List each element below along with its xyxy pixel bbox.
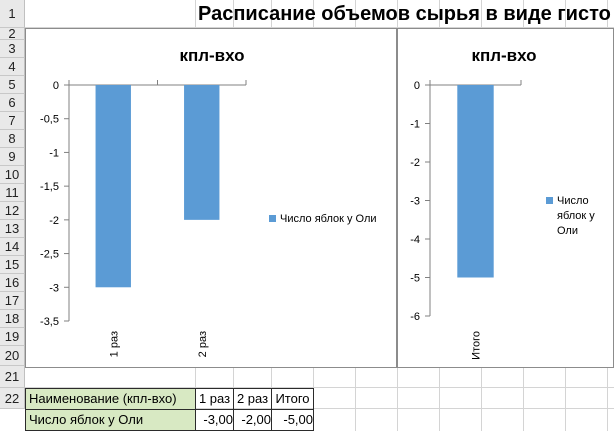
table-border-d2 [271, 409, 314, 431]
table-border-c2 [233, 409, 272, 431]
row-header-20[interactable]: 20 [0, 346, 25, 366]
row-header-10[interactable]: 10 [0, 166, 25, 184]
table-border-b1 [195, 388, 234, 410]
table-cell-1[interactable]: -3,00 [203, 412, 233, 427]
y-tick-label: -1 [410, 119, 420, 131]
table-cell-total[interactable]: -5,00 [283, 412, 313, 427]
y-tick-label: -3,5 [40, 316, 59, 328]
y-tick-label: -5 [410, 273, 420, 285]
y-tick-label: 0 [53, 80, 59, 92]
row-header-21[interactable]: 21 [0, 366, 25, 388]
bar [457, 85, 494, 278]
header-name-text: Наименование (кпл-вхо) [29, 391, 177, 406]
bar [184, 85, 220, 220]
legend-swatch [546, 197, 553, 204]
y-tick-label: -6 [410, 311, 420, 323]
row-header-12[interactable]: 12 [0, 202, 25, 220]
y-tick-label: -1,5 [40, 181, 59, 193]
y-tick-label: -2,5 [40, 249, 59, 261]
table-border-a2 [25, 409, 196, 431]
row-header-8[interactable]: 8 [0, 130, 25, 148]
x-category-label: 2 раз [197, 331, 209, 357]
row-header-4[interactable]: 4 [0, 58, 25, 76]
x-category-label: Итого [471, 331, 483, 360]
y-tick-label: 0 [414, 80, 420, 92]
y-tick-label: -1 [49, 147, 59, 159]
table-border-d1 [271, 388, 314, 410]
row-header-19[interactable]: 19 [0, 328, 25, 346]
table-header-total[interactable]: Итого [275, 391, 310, 406]
row-header-11[interactable]: 11 [0, 184, 25, 202]
y-tick-label: -2 [410, 157, 420, 169]
y-tick-label: -2 [49, 215, 59, 227]
table-border-c1 [233, 388, 272, 410]
chart-title: кпл-вхо [471, 46, 536, 65]
chart-left[interactable]: кпл-вхо 0 -0,5 -1 -1,5 -2 -2,5 -3 -3,5 1 раз 2 раз… [25, 28, 397, 368]
chart-svg: кпл-вхо 0 -1 -2 -3 -4 -5 -6 Итого Число яблок у Оли [410, 46, 595, 360]
table-border-b2 [195, 409, 234, 431]
row-label-text: Число яблок у Оли [29, 412, 144, 427]
legend-label-line: Число [557, 195, 589, 207]
chart-svg: кпл-вхо 0 -0,5 -1 -1,5 -2 -2,5 -3 -3,5 1 раз 2 раз… [40, 46, 377, 357]
y-tick-label: -4 [410, 234, 420, 246]
x-category-label: 1 раз [108, 331, 120, 357]
legend-swatch [269, 215, 276, 222]
legend-label-line: яблок у [557, 210, 595, 222]
row-header-6[interactable]: 6 [0, 94, 25, 112]
row-header-3[interactable]: 3 [0, 40, 25, 58]
row-header-17[interactable]: 17 [0, 292, 25, 310]
row-header-7[interactable]: 7 [0, 112, 25, 130]
row-header-13[interactable]: 13 [0, 220, 25, 238]
row-header-2[interactable]: 2 [0, 27, 25, 40]
row-header-22[interactable]: 22 [0, 388, 25, 409]
row-gridline [25, 408, 614, 409]
table-header-1[interactable]: 1 раз [198, 391, 231, 406]
row-header-16[interactable]: 16 [0, 274, 25, 292]
row-gridline [25, 387, 614, 388]
row-header-1[interactable]: 1 [0, 0, 25, 28]
row-header-15[interactable]: 15 [0, 256, 25, 274]
legend-label-line: Оли [557, 225, 578, 237]
table-cell-2[interactable]: -2,00 [241, 412, 271, 427]
chart-title: кпл-вхо [179, 46, 244, 65]
table-border-a1 [25, 388, 196, 410]
table-row-label[interactable]: Число яблок у Оли [26, 410, 195, 430]
y-tick-label: -3 [49, 282, 59, 294]
bar [95, 85, 131, 288]
row-header-5[interactable]: 5 [0, 76, 25, 94]
chart-right[interactable]: кпл-вхо 0 -1 -2 -3 -4 -5 -6 Итого Число яблок у Оли [397, 28, 614, 368]
y-tick-label: -3 [410, 196, 420, 208]
row-gridline [25, 27, 614, 28]
y-tick-label: -0,5 [40, 114, 59, 126]
legend-label: Число яблок у Оли [557, 195, 595, 237]
row-header-18[interactable]: 18 [0, 310, 25, 328]
row-header-9[interactable]: 9 [0, 148, 25, 166]
sheet-title: Расписание объемов сырья в виде гисто [198, 3, 611, 25]
row-header-14[interactable]: 14 [0, 238, 25, 256]
table-header-2[interactable]: 2 раз [236, 391, 269, 406]
table-header-name[interactable]: Наименование (кпл-вхо) [26, 389, 195, 409]
legend-label: Число яблок у Оли [280, 213, 377, 225]
